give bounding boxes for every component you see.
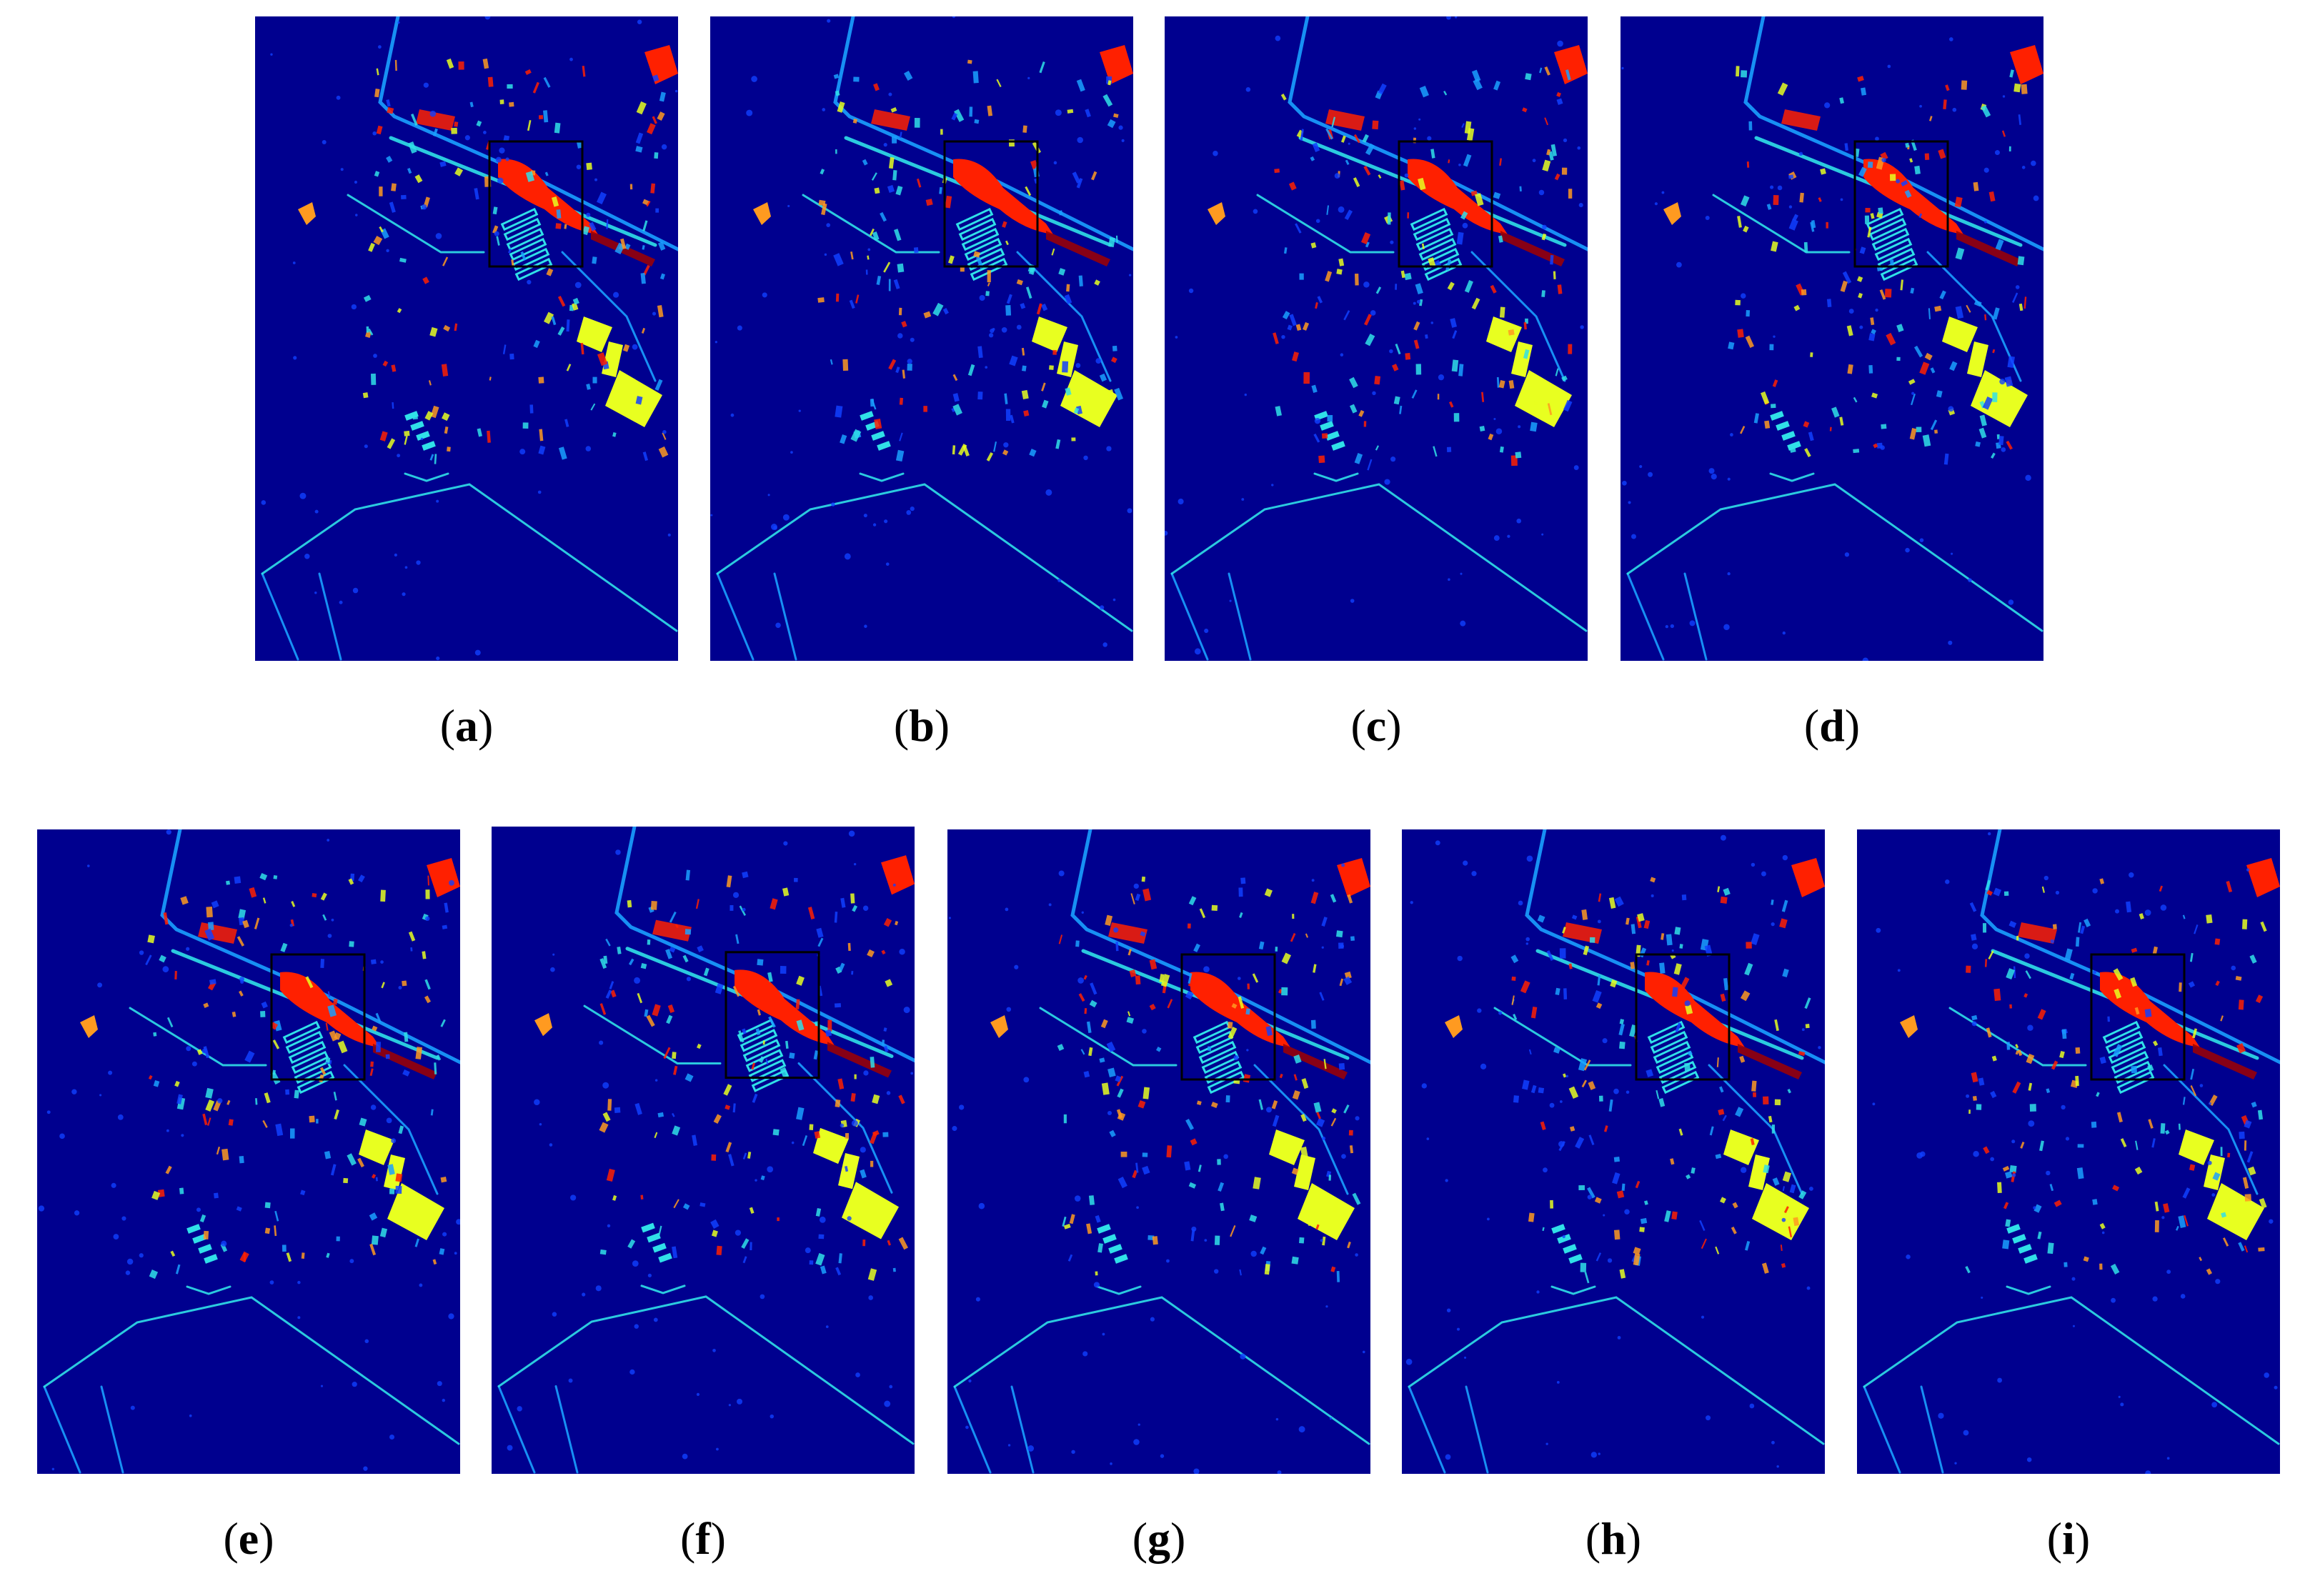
highlight-box xyxy=(725,951,820,1079)
caption-d: (d) xyxy=(1803,700,1861,751)
parking-lot xyxy=(282,1020,335,1094)
caption-c: (c) xyxy=(1350,700,1402,751)
caption-e: (e) xyxy=(223,1513,274,1564)
classification-map-a xyxy=(255,16,678,661)
highlight-box xyxy=(943,140,1039,268)
classification-map-f xyxy=(492,827,915,1474)
caption-b: (b) xyxy=(893,700,950,751)
highlight-box xyxy=(1180,953,1276,1081)
map-graphic xyxy=(1621,16,2043,661)
parking-lot xyxy=(1866,207,1918,281)
classification-map-g xyxy=(947,829,1370,1474)
classification-map-e xyxy=(37,829,460,1474)
map-graphic xyxy=(255,16,678,661)
highlight-box xyxy=(2090,953,2186,1081)
highlight-box xyxy=(1853,140,1949,268)
classification-map-h xyxy=(1402,829,1825,1474)
highlight-box xyxy=(488,140,584,268)
highlight-box xyxy=(270,953,366,1081)
highlight-box xyxy=(1635,953,1731,1081)
caption-g: (g) xyxy=(1132,1513,1186,1564)
classification-map-c xyxy=(1165,16,1588,661)
classification-map-i xyxy=(1857,829,2280,1474)
classification-map-d xyxy=(1621,16,2043,661)
map-graphic xyxy=(1165,16,1588,661)
map-graphic xyxy=(1402,829,1825,1474)
map-graphic xyxy=(1857,829,2280,1474)
caption-f: (f) xyxy=(680,1513,726,1564)
map-graphic xyxy=(37,829,460,1474)
caption-h: (h) xyxy=(1585,1513,1642,1564)
map-graphic xyxy=(492,827,915,1474)
classification-map-b xyxy=(710,16,1133,661)
caption-a: (a) xyxy=(439,700,494,751)
map-graphic xyxy=(710,16,1133,661)
highlight-box xyxy=(1398,140,1493,268)
map-graphic xyxy=(947,829,1370,1474)
caption-i: (i) xyxy=(2046,1513,2091,1564)
